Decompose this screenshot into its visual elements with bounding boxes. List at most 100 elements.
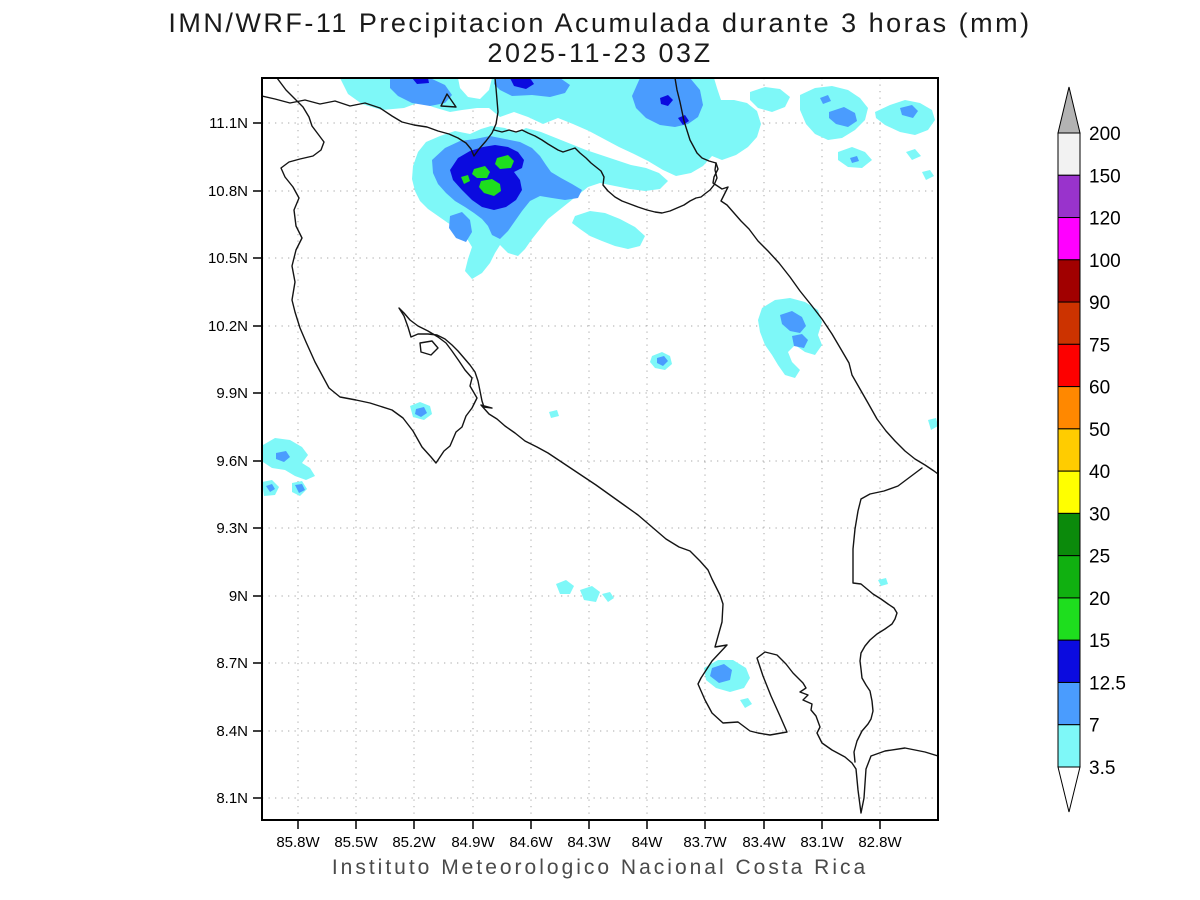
- colorbar-block: [1057, 132, 1081, 176]
- precip-tiny-1: [878, 578, 888, 586]
- precip-green-3: [461, 175, 470, 184]
- coastline-san-juan-river-border: [493, 129, 718, 214]
- lat-label: 9.3N: [216, 520, 248, 537]
- precip-patch-f-cyan: [758, 298, 822, 378]
- colorbar-block: [1057, 343, 1081, 388]
- colorbar-label: 7: [1089, 716, 1100, 737]
- colorbar-block: [1057, 470, 1081, 514]
- lon-label: 84W: [632, 834, 664, 851]
- lon-label: 84.9W: [451, 834, 495, 851]
- precip-top-dark-2: [510, 78, 534, 89]
- colorbar-block: [1057, 555, 1081, 599]
- colorbar-top-arrow: [1057, 86, 1081, 134]
- colorbar-block: [1057, 724, 1081, 768]
- precip-west-blue-1: [276, 451, 290, 462]
- colorbar-label: 25: [1089, 547, 1110, 568]
- colorbar-label: 90: [1089, 293, 1110, 314]
- coastline-pacific-coast: [276, 78, 938, 814]
- precip-ne2-blue-core: [829, 107, 857, 127]
- colorbar-bottom-arrow: [1057, 766, 1081, 813]
- lon-label: 84.6W: [509, 834, 553, 851]
- precip-osa-blue: [710, 664, 732, 683]
- colorbar-block: [1057, 597, 1081, 641]
- precip-ne3-blue-core: [900, 105, 918, 118]
- graticule: [262, 78, 938, 820]
- colorbar-label: 60: [1089, 378, 1110, 399]
- colorbar-label: 30: [1089, 504, 1110, 525]
- colorbar-label: 40: [1089, 462, 1110, 483]
- precip-south-speck-2: [580, 586, 600, 602]
- lat-label: 10.8N: [208, 183, 248, 200]
- lon-label: 85.5W: [334, 834, 378, 851]
- coastline-caribbean-coast: [674, 78, 938, 475]
- footer-credit: Instituto Meteorologico Nacional Costa R…: [331, 856, 869, 879]
- precip-patch-f-blue-2: [792, 334, 808, 348]
- precip-layer: [262, 78, 938, 708]
- precip-ne-cyan-3: [875, 100, 935, 135]
- precip-top-dark-1: [412, 78, 429, 84]
- precip-south-speck-1: [556, 580, 574, 594]
- colorbar-block: [1057, 301, 1081, 345]
- colorbar-label: 12.5: [1089, 673, 1126, 694]
- lat-label: 10.5N: [208, 250, 248, 267]
- lon-label: 85.2W: [392, 834, 436, 851]
- precip-west-cyan-1: [263, 438, 315, 480]
- precip-top-band-notch: [458, 78, 492, 99]
- precip-osa-dot: [740, 698, 752, 708]
- map-frame: [261, 77, 939, 821]
- precip-green-1: [495, 155, 514, 169]
- lon-label: 83.4W: [742, 834, 786, 851]
- axis-ticks: [253, 122, 881, 829]
- precip-main-blue-tail: [449, 212, 472, 242]
- colorbar-block: [1057, 386, 1081, 430]
- plot-title: IMN/WRF-11 Precipitacion Acumulada duran…: [168, 8, 1032, 38]
- colorbar: 200 150 120 100 90 75 60 50 40 30 25 20 15 12.5 7 3.5: [1057, 86, 1126, 813]
- precip-ne-cyan-1: [750, 87, 790, 112]
- precip-west-blue-2: [266, 484, 275, 492]
- colorbar-block: [1057, 259, 1081, 303]
- colorbar-label: 50: [1089, 420, 1110, 441]
- colorbar-block: [1057, 428, 1081, 472]
- colorbar-label: 15: [1089, 631, 1110, 652]
- colorbar-label: 200: [1089, 124, 1121, 145]
- lon-label: 83.7W: [683, 834, 727, 851]
- precip-dot-h-blue: [657, 356, 668, 366]
- lon-label: 85.8W: [276, 834, 320, 851]
- coastlines: [262, 78, 938, 814]
- coastline-panama-border: [852, 467, 923, 763]
- colorbar-block: [1057, 174, 1081, 219]
- precip-tiny-2: [928, 418, 938, 430]
- lat-label: 11.1N: [209, 115, 248, 132]
- lon-label: 83.1W: [800, 834, 844, 851]
- plot-datetime: 2025-11-23 03Z: [487, 38, 713, 68]
- map-inner: [262, 78, 938, 820]
- coastline-lake-island: [440, 93, 457, 108]
- colorbar-label: 75: [1089, 335, 1110, 356]
- precip-west-blue-3: [295, 484, 305, 493]
- colorbar-block: [1057, 639, 1081, 683]
- lat-label: 9.6N: [216, 453, 248, 470]
- lat-label: 9N: [229, 588, 248, 605]
- precip-green-2: [472, 166, 490, 178]
- lat-label: 8.1N: [216, 790, 248, 807]
- lon-label: 82.8W: [858, 834, 902, 851]
- lat-label: 10.2N: [208, 318, 248, 335]
- precip-south-speck-3: [602, 592, 614, 602]
- precip-ne-dark-dot-1: [660, 95, 673, 106]
- precip-green-4: [479, 179, 501, 196]
- colorbar-block: [1057, 512, 1081, 557]
- coastline-isla-chira: [419, 340, 439, 356]
- colorbar-block: [1057, 681, 1081, 726]
- colorbar-block: [1057, 217, 1081, 261]
- lon-label: 84.3W: [567, 834, 611, 851]
- lat-label: 8.4N: [216, 723, 248, 740]
- precip-top-blue-1: [390, 78, 452, 106]
- colorbar-label: 20: [1089, 589, 1110, 610]
- colorbar-label: 100: [1089, 251, 1121, 272]
- precip-tiny-3: [549, 410, 559, 418]
- lat-label: 8.7N: [216, 655, 248, 672]
- precip-ne-cyan-6: [922, 170, 934, 180]
- precip-chira-blue: [415, 407, 427, 417]
- precip-patch-f-blue-1: [780, 311, 806, 333]
